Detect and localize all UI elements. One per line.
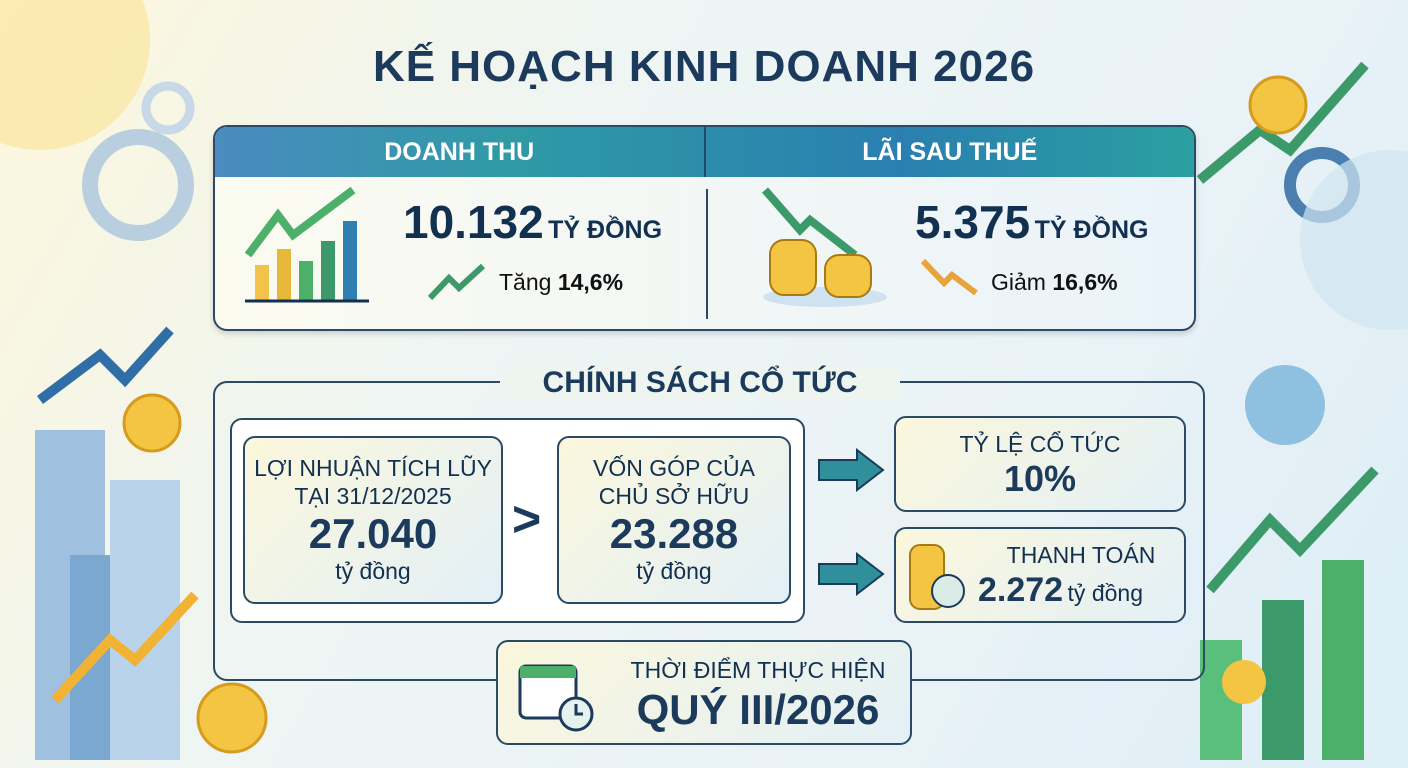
retained-value: 27.040 [308,510,438,557]
kpi-card: DOANH THU LÃI SAU THUẾ 10.132 TỶ ĐỒNG Tă… [213,125,1196,331]
profit-value: 5.375 [915,196,1031,248]
equity-value: 23.288 [609,510,739,557]
profit-header: LÃI SAU THUẾ [862,138,1038,166]
payment-value: 2.272 [978,571,1064,609]
sun-icon [0,0,150,150]
arrow-up-icon [1196,61,1369,184]
profit-change-value: 16,6% [1052,269,1118,295]
gear-icon [82,129,194,241]
revenue-header: DOANH THU [384,138,535,166]
divider [706,189,708,319]
growth-chart-icon [244,186,369,303]
buildings-illustration [35,430,180,760]
retained-date: TẠI 31/12/2025 [294,483,452,509]
dividend-title: CHÍNH SÁCH CỔ TỨC [500,366,900,400]
coin-icon [196,682,268,754]
kpi-header: DOANH THU LÃI SAU THUẾ [215,127,1194,177]
retained-earnings-box: LỢI NHUẬN TÍCH LŨY TẠI 31/12/2025 27.040… [243,436,503,604]
equity-label-2: CHỦ SỞ HỮU [598,483,750,509]
arrow-right-icon [818,448,885,492]
gear-icon [141,81,195,135]
trend-up-icon [427,263,486,301]
rate-value: 10% [1003,458,1077,499]
retained-unit: tỷ đồng [335,558,411,584]
rate-label: TỶ LỆ CỔ TỨC [959,431,1121,457]
trend-down-icon [920,258,978,296]
arrow-right-icon [818,552,885,596]
revenue-change-value: 14,6% [557,269,624,295]
coin-icon [1248,75,1308,135]
revenue-unit: TỶ ĐỒNG [548,216,663,244]
dividend-rate-box: TỶ LỆ CỔ TỨC 10% [894,416,1186,512]
timing-value: QUÝ III/2026 [636,686,880,733]
retained-label: LỢI NHUẬN TÍCH LŨY [254,455,492,481]
arrow-up-icon [51,591,199,704]
calendar-clock-icon [518,664,594,732]
coins-icon [909,544,965,610]
coin-icon [1222,660,1266,704]
payment-box: THANH TOÁN 2.272 tỷ đồng [894,527,1186,623]
equity-label: VỐN GÓP CỦA [593,455,755,481]
page-title: KẾ HOẠCH KINH DOANH 2026 [372,42,1036,91]
coins-down-icon [761,187,887,307]
revenue-value: 10.132 [403,196,544,248]
dollar-circle-icon [1245,365,1325,445]
profit-change-label: Giảm [991,269,1046,295]
bar-illustration [1200,560,1364,760]
timing-box: THỜI ĐIỂM THỰC HIỆN QUÝ III/2026 [496,640,912,745]
revenue-change-label: Tăng [499,269,552,295]
equity-unit: tỷ đồng [636,558,712,584]
coin-icon [122,393,182,453]
payment-label: THANH TOÁN [1006,542,1156,568]
payment-unit: tỷ đồng [1067,580,1143,606]
equity-box: VỐN GÓP CỦA CHỦ SỞ HỮU 23.288 tỷ đồng [557,436,791,604]
arrow-up-icon [1206,466,1379,594]
arrow-up-icon [37,326,174,404]
greater-than-sign: > [512,491,542,547]
timing-label: THỜI ĐIỂM THỰC HIỆN [630,657,886,683]
profit-unit: TỶ ĐỒNG [1034,216,1149,244]
